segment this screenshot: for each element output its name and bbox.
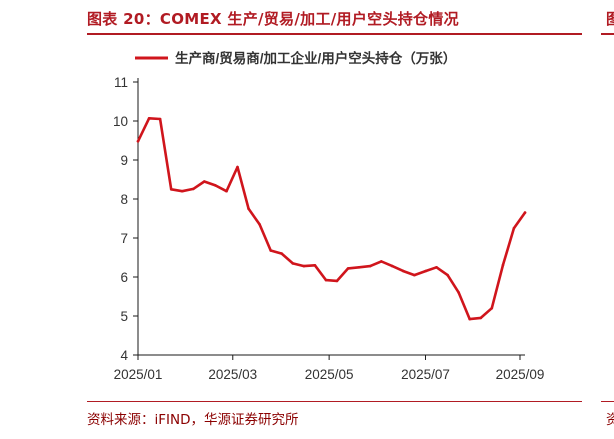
series-layer bbox=[136, 117, 527, 321]
data-point bbox=[457, 291, 461, 294]
figure-title: 图表 20：COMEX 生产/贸易/加工/用户空头持仓情况 bbox=[87, 10, 459, 28]
data-point bbox=[402, 269, 405, 273]
data-point bbox=[236, 165, 239, 169]
data-point bbox=[424, 269, 427, 273]
data-point bbox=[225, 189, 228, 193]
data-point bbox=[180, 189, 184, 193]
data-point bbox=[368, 264, 372, 268]
data-point bbox=[313, 264, 317, 267]
source-note: 资料来源：iFIND，华源证券研究所 bbox=[87, 412, 299, 428]
adjacent-source-fragment: 资 bbox=[606, 412, 614, 428]
data-point bbox=[203, 180, 206, 183]
adjacent-figure-title-fragment: 图 bbox=[606, 10, 614, 28]
y-tick-label: 9 bbox=[120, 153, 128, 168]
data-point bbox=[335, 279, 339, 283]
data-point bbox=[291, 262, 295, 265]
data-point bbox=[523, 211, 527, 214]
data-point bbox=[490, 306, 494, 310]
footer-divider bbox=[87, 401, 582, 402]
y-tick-label: 7 bbox=[120, 231, 128, 246]
data-point bbox=[192, 187, 195, 191]
y-tick-label: 5 bbox=[120, 309, 128, 324]
data-point bbox=[324, 278, 328, 282]
x-tick-label: 2025/05 bbox=[305, 367, 354, 382]
y-tick-label: 11 bbox=[114, 75, 128, 90]
data-point bbox=[247, 207, 250, 211]
data-point bbox=[158, 117, 162, 121]
data-point bbox=[501, 264, 505, 267]
data-point bbox=[446, 273, 449, 277]
legend-label: 生产商/贸易商/加工企业/用户空头持仓（万张） bbox=[175, 50, 456, 66]
data-point bbox=[346, 267, 350, 270]
data-point bbox=[280, 252, 284, 255]
x-axis: 2025/01 2025/03 2025/05 2025/07 2025/09 bbox=[114, 354, 545, 382]
x-tick-label: 2025/03 bbox=[208, 367, 257, 382]
series-line bbox=[136, 117, 527, 321]
data-point bbox=[214, 184, 217, 187]
data-point bbox=[413, 273, 416, 277]
data-point bbox=[169, 188, 173, 191]
adjacent-title-divider bbox=[601, 33, 614, 35]
y-tick-label: 8 bbox=[120, 192, 128, 207]
data-point bbox=[269, 249, 273, 252]
data-point bbox=[468, 317, 472, 321]
y-axis: 4 5 6 7 8 9 10 11 bbox=[113, 75, 139, 363]
data-point bbox=[435, 266, 438, 269]
x-tick-label: 2025/09 bbox=[496, 367, 545, 382]
data-point bbox=[391, 264, 394, 268]
data-point bbox=[147, 117, 151, 120]
data-point bbox=[479, 316, 483, 320]
x-tick-label: 2025/01 bbox=[114, 367, 163, 382]
legend: 生产商/贸易商/加工企业/用户空头持仓（万张） bbox=[135, 50, 456, 66]
y-tick-label: 10 bbox=[113, 114, 128, 129]
y-tick-label: 6 bbox=[120, 270, 128, 285]
data-point bbox=[512, 227, 516, 230]
data-point bbox=[258, 223, 261, 226]
y-tick-label: 4 bbox=[120, 348, 128, 363]
data-point bbox=[380, 260, 383, 263]
data-point bbox=[136, 140, 140, 143]
data-point bbox=[357, 266, 361, 269]
adjacent-footer-divider bbox=[601, 401, 614, 402]
title-divider bbox=[87, 33, 582, 35]
data-point bbox=[302, 264, 306, 268]
x-tick-label: 2025/07 bbox=[401, 367, 450, 382]
